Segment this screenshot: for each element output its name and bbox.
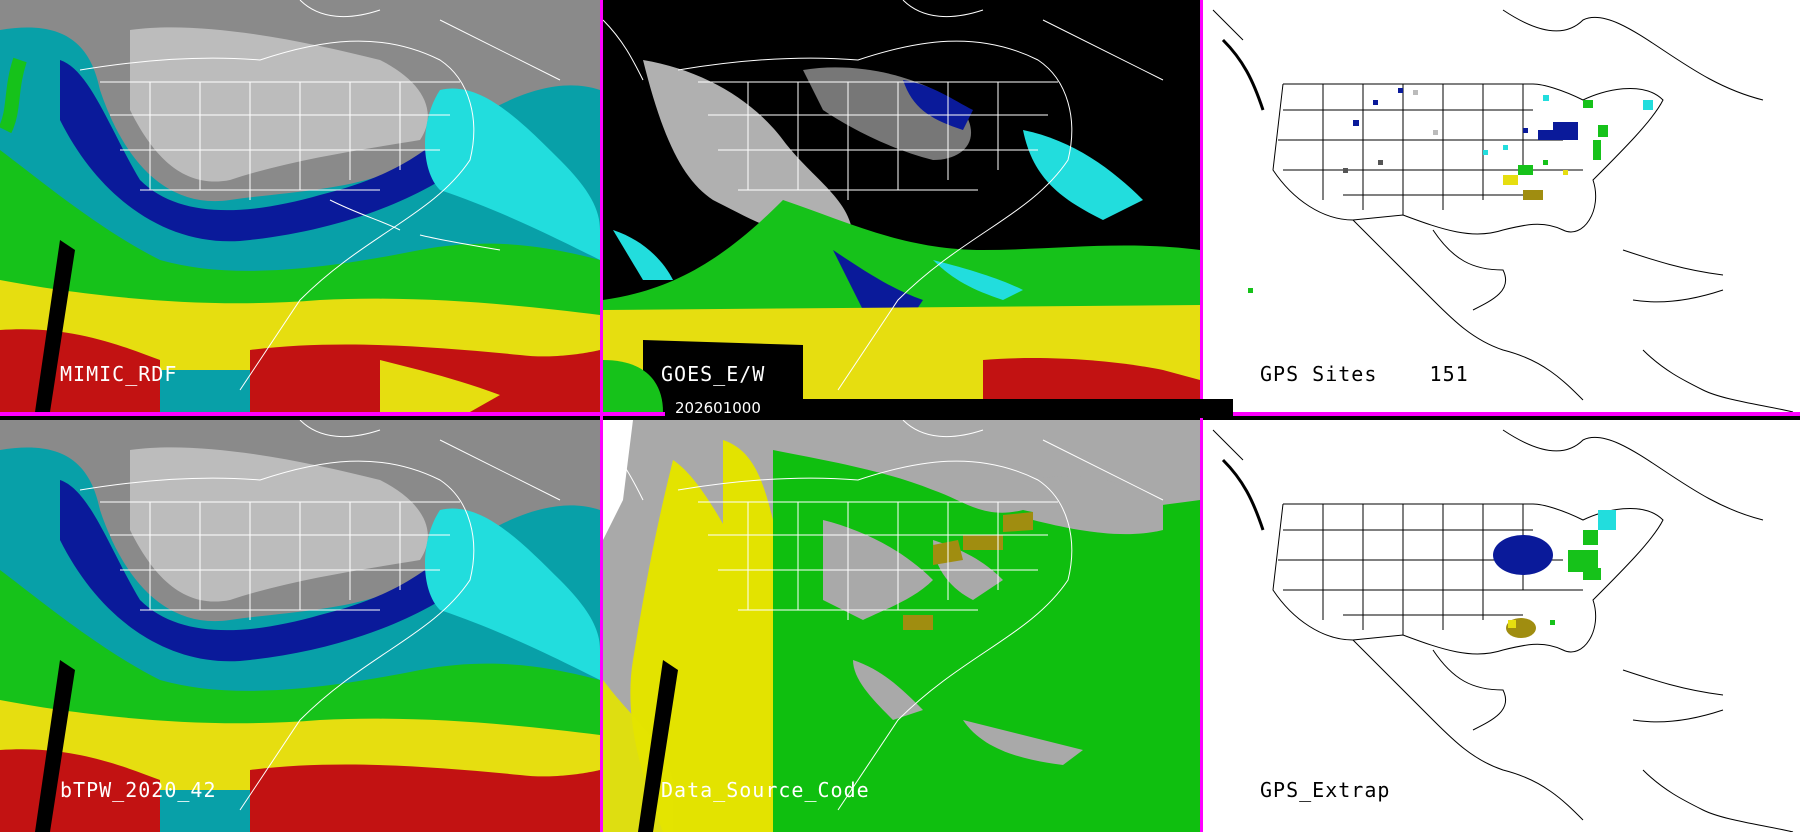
timestamp-bar: 202601000 xyxy=(665,399,1233,418)
gps-extrap-fields xyxy=(1493,510,1616,638)
map-panel-btpw: bTPW_2020_42 xyxy=(0,420,600,832)
map-panel-mimic-rdf: MIMIC_RDF xyxy=(0,0,600,412)
map-panel-goes-ew: GOES_E/W xyxy=(603,0,1200,412)
map-panel-data-source-code: Data_Source_Code xyxy=(603,420,1200,832)
panel-label: GPS Sites 151 xyxy=(1260,362,1469,386)
panel-label: bTPW_2020_42 xyxy=(60,778,217,802)
goes-map-graphic xyxy=(603,0,1200,412)
tpw-map-graphic xyxy=(0,0,600,412)
map-panel-gps-extrap: GPS_Extrap xyxy=(1203,420,1800,832)
gps-sites-map-graphic xyxy=(1203,0,1800,412)
vertical-separator-left xyxy=(600,0,603,832)
map-panel-gps-sites: GPS Sites 151 xyxy=(1203,0,1800,412)
gps-extrap-map-graphic xyxy=(1203,420,1800,832)
panel-label: GPS_Extrap xyxy=(1260,778,1391,802)
panel-label: MIMIC_RDF xyxy=(60,362,178,386)
tpw-map-graphic xyxy=(0,420,600,832)
panel-label: GOES_E/W xyxy=(661,362,766,386)
gps-site-markers xyxy=(1248,88,1653,293)
data-source-map-graphic xyxy=(603,420,1200,832)
panel-label: Data_Source_Code xyxy=(661,778,870,802)
